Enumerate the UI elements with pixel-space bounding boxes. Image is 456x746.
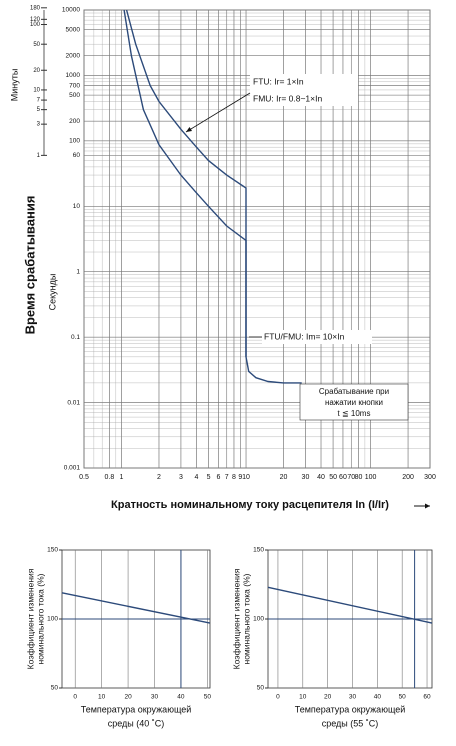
y-axis-label: Время срабатывания — [22, 196, 37, 335]
annotation: t ≦ 10ms — [338, 409, 371, 418]
pointer — [185, 92, 251, 133]
annotation: нажатии кнопки — [325, 398, 383, 407]
x-axis-label: Температура окружающей — [295, 704, 406, 714]
x-tick-label: 7 — [225, 474, 229, 481]
y-tick-label: 1000 — [66, 72, 81, 79]
y-tick-label: 10000 — [62, 7, 80, 14]
y-axis-label: номинального тока (%) — [241, 573, 251, 664]
y-tick-label: 60 — [73, 152, 81, 159]
y-tick-label: 150 — [253, 547, 264, 554]
y-tick-label: 0.01 — [67, 399, 80, 406]
y-tick-label: 500 — [69, 92, 80, 99]
y2-tick-label: 5 — [37, 107, 41, 113]
x-tick-label: 0 — [73, 694, 77, 701]
annotation: FTU/FMU: Im= 10×In — [264, 331, 345, 341]
y-tick-label: 0.001 — [64, 465, 81, 472]
curve — [123, 9, 247, 357]
label-bg — [250, 74, 358, 106]
arrow-head — [425, 503, 430, 509]
curve — [61, 592, 211, 624]
x-tick-label: 20 — [324, 694, 332, 701]
x-tick-label: 3 — [179, 474, 183, 481]
annotation: Срабатывание при — [319, 387, 389, 396]
y-tick-label: 50 — [51, 685, 59, 692]
y-tick-label: 10 — [73, 203, 81, 210]
y-axis-label: Коэффициент изменения — [25, 568, 35, 669]
x-tick-label: 80 — [355, 474, 363, 481]
x-tick-label: 100 — [365, 474, 377, 481]
y-tick-label: 2000 — [66, 52, 81, 59]
x-tick-label: 300 — [424, 474, 436, 481]
x-tick-label: 5 — [207, 474, 211, 481]
x-tick-label: 60 — [423, 694, 431, 701]
x-tick-label: 8 — [232, 474, 236, 481]
x-axis-label: Кратность номинальному току расцепителя … — [111, 499, 389, 511]
x-tick-label: 0 — [276, 694, 280, 701]
y-tick-label: 1 — [76, 268, 80, 275]
x-tick-label: 0.5 — [79, 474, 89, 481]
x-tick-label: 50 — [204, 694, 212, 701]
x-tick-label: 30 — [349, 694, 357, 701]
y-tick-label: 50 — [257, 685, 265, 692]
x-tick-label: 40 — [177, 694, 185, 701]
x-axis-label: среды (40 ˚C) — [108, 718, 165, 728]
x-tick-label: 2 — [157, 474, 161, 481]
y2-tick-label: 50 — [33, 42, 40, 48]
x-tick-label: 10 — [299, 694, 307, 701]
y2-tick-label: 1 — [37, 153, 41, 159]
x-tick-label: 9 — [238, 474, 242, 481]
y-axis-label: номинального тока (%) — [35, 573, 45, 664]
x-tick-label: 4 — [195, 474, 199, 481]
annotation: FTU: Ir= 1×In — [253, 76, 304, 86]
y-tick-label: 700 — [69, 82, 80, 89]
y-tick-label: 0.1 — [71, 334, 80, 341]
y2-tick-label: 20 — [33, 68, 40, 74]
x-tick-label: 50 — [329, 474, 337, 481]
y2-tick-label: 100 — [30, 22, 41, 28]
x-tick-label: 1 — [120, 474, 124, 481]
y-tick-label: 5000 — [66, 26, 81, 33]
curve — [267, 586, 433, 624]
curve — [125, 9, 302, 384]
x-tick-label: 40 — [374, 694, 382, 701]
x-axis-label: Температура окружающей — [81, 704, 192, 714]
x-tick-label: 70 — [347, 474, 355, 481]
y2-tick-label: 180 — [30, 5, 41, 11]
y-units-label: Секунды — [47, 274, 57, 311]
y-tick-label: 200 — [69, 118, 80, 125]
note-box — [299, 383, 409, 421]
x-tick-label: 30 — [151, 694, 159, 701]
x-tick-label: 10 — [98, 694, 106, 701]
x-axis-label: среды (55 ˚C) — [322, 718, 379, 728]
y-tick-label: 100 — [253, 616, 264, 623]
x-tick-label: 20 — [124, 694, 132, 701]
x-tick-label: 20 — [280, 474, 288, 481]
annotation: FMU: Ir= 0.8~1×In — [253, 93, 322, 103]
y2-tick-label: 3 — [37, 122, 41, 128]
y2-tick-label: 10 — [33, 88, 40, 94]
y2-units-label: Минуты — [9, 69, 19, 102]
y-tick-label: 100 — [69, 138, 80, 145]
x-tick-label: 200 — [402, 474, 414, 481]
label-bg — [262, 330, 372, 344]
x-tick-label: 30 — [302, 474, 310, 481]
y-tick-label: 100 — [47, 616, 58, 623]
y-axis-label: Коэффициент изменения — [231, 568, 241, 669]
x-tick-label: 40 — [317, 474, 325, 481]
pointer-head — [186, 127, 192, 132]
y2-tick-label: 7 — [37, 98, 41, 104]
x-tick-label: 6 — [216, 474, 220, 481]
x-tick-label: 50 — [399, 694, 407, 701]
x-tick-label: 10 — [242, 474, 250, 481]
y-tick-label: 150 — [47, 547, 58, 554]
x-tick-label: 0.8 — [105, 474, 115, 481]
y2-tick-label: 120 — [30, 17, 41, 23]
x-tick-label: 60 — [339, 474, 347, 481]
